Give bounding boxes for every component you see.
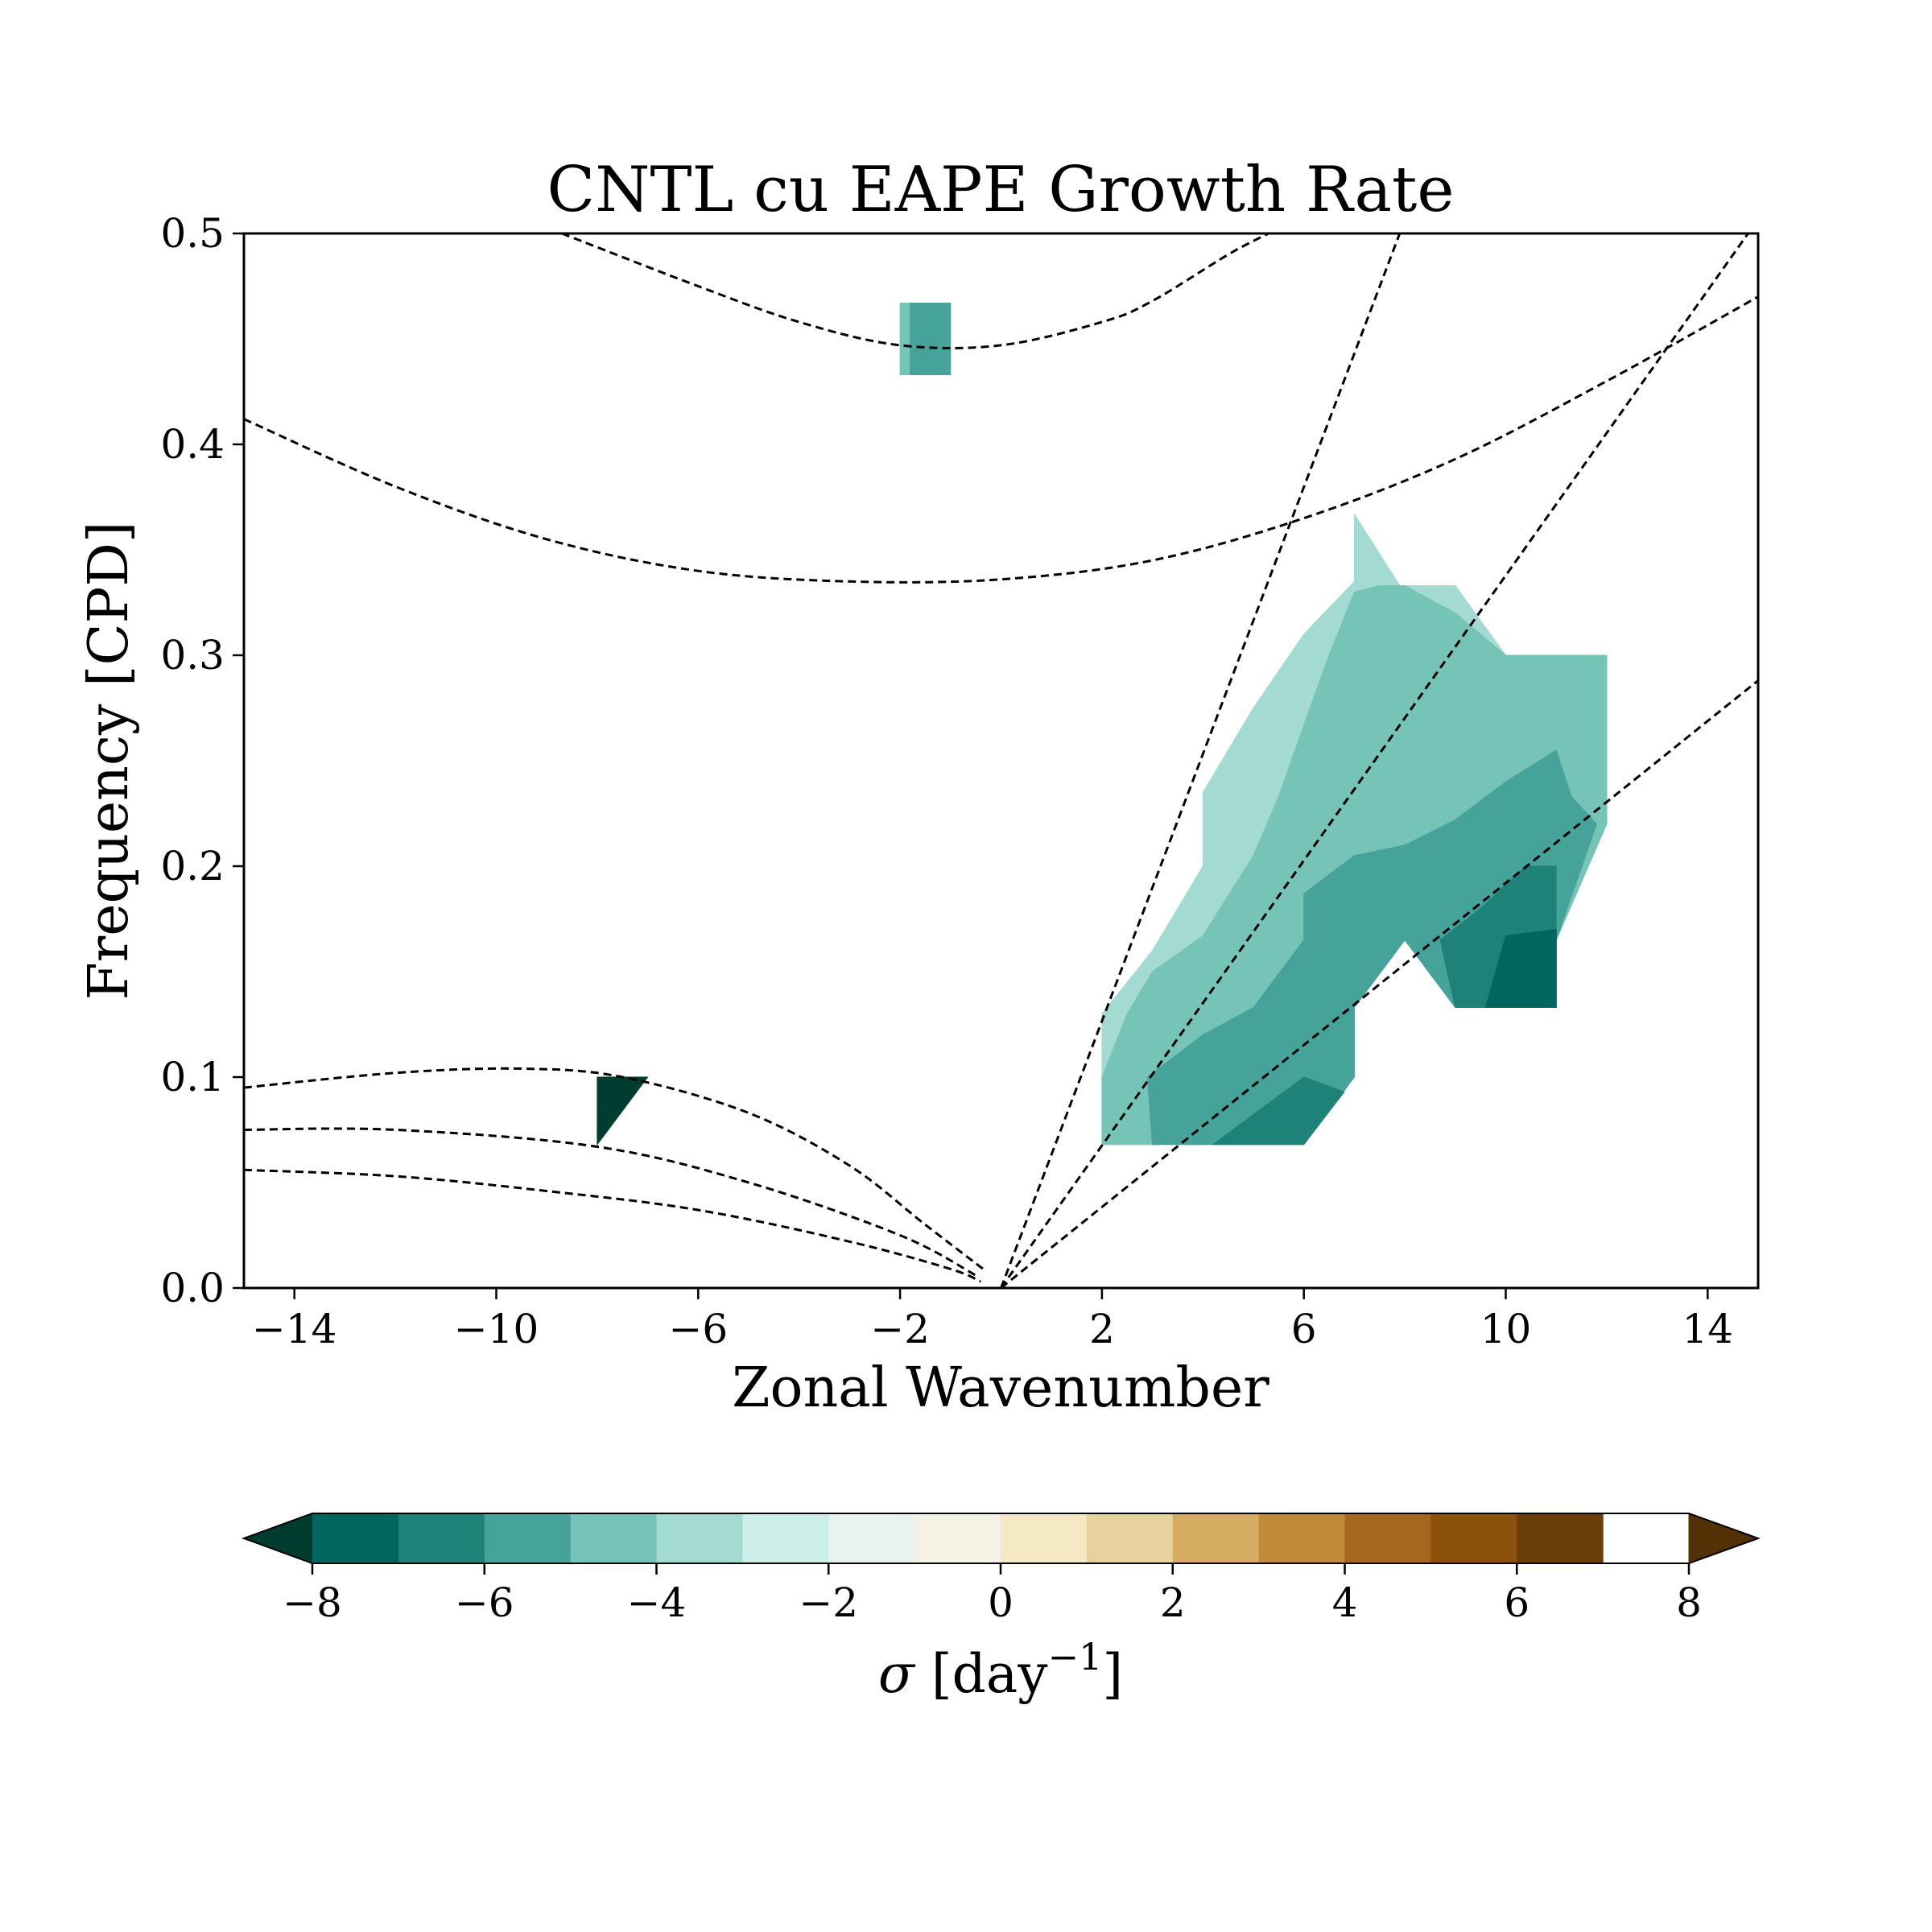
chart-title: CNTL cu EAPE Growth Rate <box>547 154 1455 226</box>
colorbar-segment <box>1430 1513 1517 1563</box>
colorbar-segment <box>1001 1513 1088 1563</box>
colorbar <box>242 1513 1761 1564</box>
y-tick-label: 0.5 <box>160 210 225 257</box>
dispersion-curve-3 <box>244 1127 976 1277</box>
x-tick-label: 10 <box>1480 1306 1532 1352</box>
dispersion-curve-7 <box>1000 679 1758 1288</box>
colorbar-segment <box>1517 1513 1604 1563</box>
colorbar-tick-label: −4 <box>627 1579 687 1626</box>
x-tick-label: −2 <box>870 1306 930 1352</box>
colorbar-tick-label: −6 <box>455 1579 514 1626</box>
colorbar-tick-label: 2 <box>1160 1579 1186 1626</box>
y-axis-ticks: 0.0 0.1 0.2 0.3 0.4 0.5 <box>160 210 244 1311</box>
colorbar-segment <box>1086 1513 1174 1563</box>
x-tick-label: 14 <box>1682 1306 1733 1352</box>
y-tick-label: 0.0 <box>160 1265 225 1311</box>
y-tick-label: 0.3 <box>160 632 225 679</box>
contour-region-5 <box>1484 929 1557 1008</box>
colorbar-tick-label: 4 <box>1332 1579 1358 1626</box>
colorbar-ticks: −8 −6 −4 −2 0 2 4 6 8 <box>283 1563 1702 1626</box>
x-tick-label: −10 <box>454 1306 539 1352</box>
dispersion-curve-4 <box>244 1168 982 1283</box>
colorbar-label-space <box>914 1643 931 1705</box>
colorbar-tick-label: −2 <box>799 1579 858 1626</box>
x-tick-label: −6 <box>668 1306 728 1352</box>
contour-region-3 <box>1212 1076 1345 1146</box>
dispersion-curve-2 <box>244 1067 987 1273</box>
y-tick-label: 0.4 <box>160 421 225 468</box>
colorbar-segment <box>742 1513 829 1563</box>
x-tick-label: 6 <box>1291 1306 1317 1352</box>
colorbar-segment <box>656 1513 743 1563</box>
colorbar-tick-label: 6 <box>1504 1579 1530 1626</box>
dispersion-curve-1 <box>244 295 1758 584</box>
colorbar-segment <box>914 1513 1001 1563</box>
contour-region-8 <box>910 303 952 375</box>
dispersion-curve-6 <box>1000 233 1749 1288</box>
contour-region-7 <box>899 303 911 375</box>
dispersion-curve-0 <box>561 233 1269 349</box>
colorbar-segment <box>398 1513 485 1563</box>
contour-region-2 <box>1146 749 1597 1146</box>
y-tick-label: 0.1 <box>160 1054 225 1100</box>
colorbar-segment <box>1172 1513 1260 1563</box>
y-axis-label: Frequency [CPD] <box>77 522 141 1001</box>
colorbar-segment <box>828 1513 915 1563</box>
colorbar-label-symbol: σ <box>878 1643 916 1705</box>
contour-regions <box>597 303 1608 1146</box>
colorbar-tick-label: 8 <box>1676 1579 1702 1626</box>
y-tick-label: 0.2 <box>160 843 225 890</box>
colorbar-label: σ [day−1] <box>878 1635 1123 1705</box>
colorbar-tick-label: −8 <box>283 1579 342 1626</box>
colorbar-label-unit: [day <box>931 1643 1048 1705</box>
colorbar-segment <box>1258 1513 1346 1563</box>
x-tick-label: 2 <box>1089 1306 1115 1352</box>
colorbar-label-close: ] <box>1102 1643 1123 1705</box>
x-tick-label: −14 <box>252 1306 337 1352</box>
plot-frame <box>242 232 1760 1290</box>
x-axis-label: Zonal Wavenumber <box>732 1356 1269 1420</box>
colorbar-segment <box>312 1513 399 1563</box>
colorbar-segment <box>1344 1513 1431 1563</box>
colorbar-segment <box>570 1513 658 1563</box>
colorbar-segment <box>484 1513 572 1563</box>
dispersion-curves <box>244 233 1758 1288</box>
x-axis-ticks: −14 −10 −6 −2 2 6 10 14 <box>252 1288 1733 1352</box>
dispersion-curve-5 <box>1000 233 1402 1288</box>
colorbar-tick-label: 0 <box>988 1579 1013 1626</box>
colorbar-label-exponent: −1 <box>1048 1635 1103 1678</box>
